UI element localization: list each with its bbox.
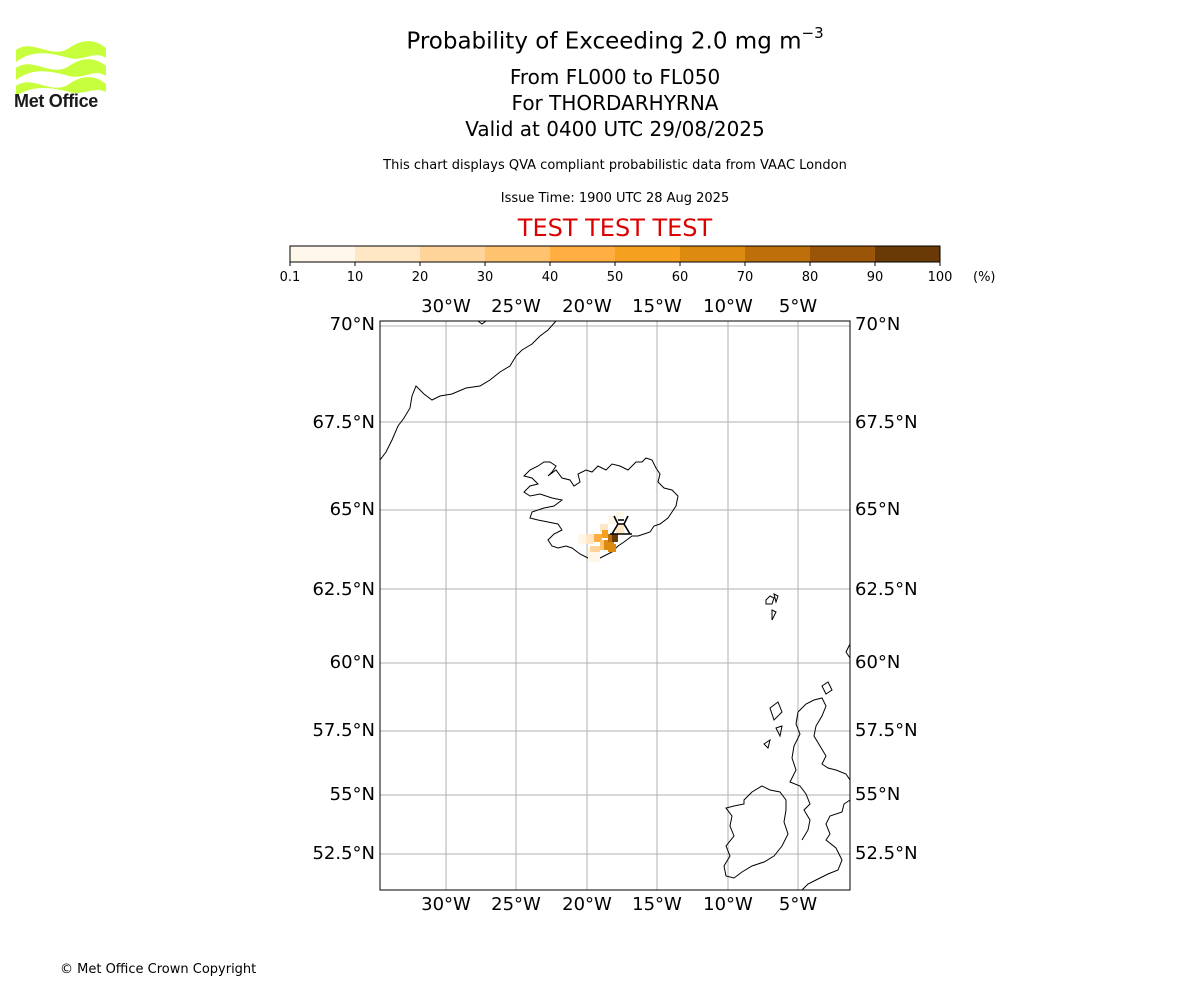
lat-label: 70°N [330,314,375,335]
lat-labels-right: 70°N 67.5°N 65°N 62.5°N 60°N 57.5°N 55°N… [855,314,918,864]
faroe-islands [765,593,779,621]
subtitle: This chart displays QVA compliant probab… [383,158,847,173]
lat-label: 52.5°N [855,843,918,864]
colorbar-tick-label: 60 [671,270,689,285]
colorbar-tick-label: 40 [541,270,559,285]
lon-label: 20°W [562,296,612,317]
copyright: © Met Office Crown Copyright [60,962,257,977]
lat-label: 55°N [855,784,900,805]
lon-labels-bottom: 30°W 25°W 20°W 15°W 10°W 5°W [421,894,817,915]
lon-label: 30°W [421,296,471,317]
ireland-coastline [723,785,789,879]
colorbar-tick-label: 0.1 [279,270,301,285]
lon-label: 25°W [491,894,541,915]
volcano-name: For THORDARHYRNA [511,91,719,115]
britain-coastline [763,681,850,890]
lat-label: 52.5°N [312,843,375,864]
flight-level-range: From FL000 to FL050 [509,65,721,89]
lon-label: 30°W [421,894,471,915]
logo-text: Met Office [14,91,99,111]
lat-label: 62.5°N [855,579,918,600]
lon-labels-top: 30°W 25°W 20°W 15°W 10°W 5°W [421,296,817,317]
lon-label: 5°W [779,894,817,915]
lon-label: 20°W [562,894,612,915]
lat-labels-left: 70°N 67.5°N 65°N 62.5°N 60°N 57.5°N 55°N… [312,314,375,864]
lat-label: 60°N [855,652,900,673]
colorbar-tick-label: 20 [411,270,429,285]
met-office-wave-logo [16,41,106,96]
lon-label: 15°W [632,296,682,317]
colorbar-tick-label: 90 [866,270,884,285]
colorbar-tick-label: 70 [736,270,754,285]
lat-label: 67.5°N [312,412,375,433]
lon-label: 5°W [779,296,817,317]
colorbar-tick-label: 10 [346,270,364,285]
lon-label: 15°W [632,894,682,915]
issue-time: Issue Time: 1900 UTC 28 Aug 2025 [500,191,730,206]
lon-label: 25°W [491,296,541,317]
lat-label: 55°N [330,784,375,805]
title-levels: From FL000 to FL050 For THORDARHYRNA Val… [0,64,1200,142]
lon-label: 10°W [703,296,753,317]
valid-time: Valid at 0400 UTC 29/08/2025 [465,117,765,141]
lat-label: 62.5°N [312,579,375,600]
lat-label: 67.5°N [855,412,918,433]
norway-coastline [845,643,850,659]
test-banner: TEST TEST TEST [517,214,713,242]
colorbar-tick-label: 100 [927,270,953,285]
colorbar-tick-label: 50 [606,270,624,285]
lat-label: 60°N [330,652,375,673]
lon-label: 10°W [703,894,753,915]
probability-plume [578,512,624,562]
lat-label: 57.5°N [312,720,375,741]
volcano-icon [610,515,632,535]
gridlines [380,321,850,890]
colorbar-tick-label: 30 [476,270,494,285]
colorbar-tick-label: 80 [801,270,819,285]
lat-label: 65°N [330,499,375,520]
greenland-coastline [380,321,557,461]
lat-label: 57.5°N [855,720,918,741]
lat-label: 65°N [855,499,900,520]
chart-title: Probability of Exceeding 2.0 mg m−3 [406,24,824,55]
colorbar-unit: (%) [973,270,996,285]
lat-label: 70°N [855,314,900,335]
